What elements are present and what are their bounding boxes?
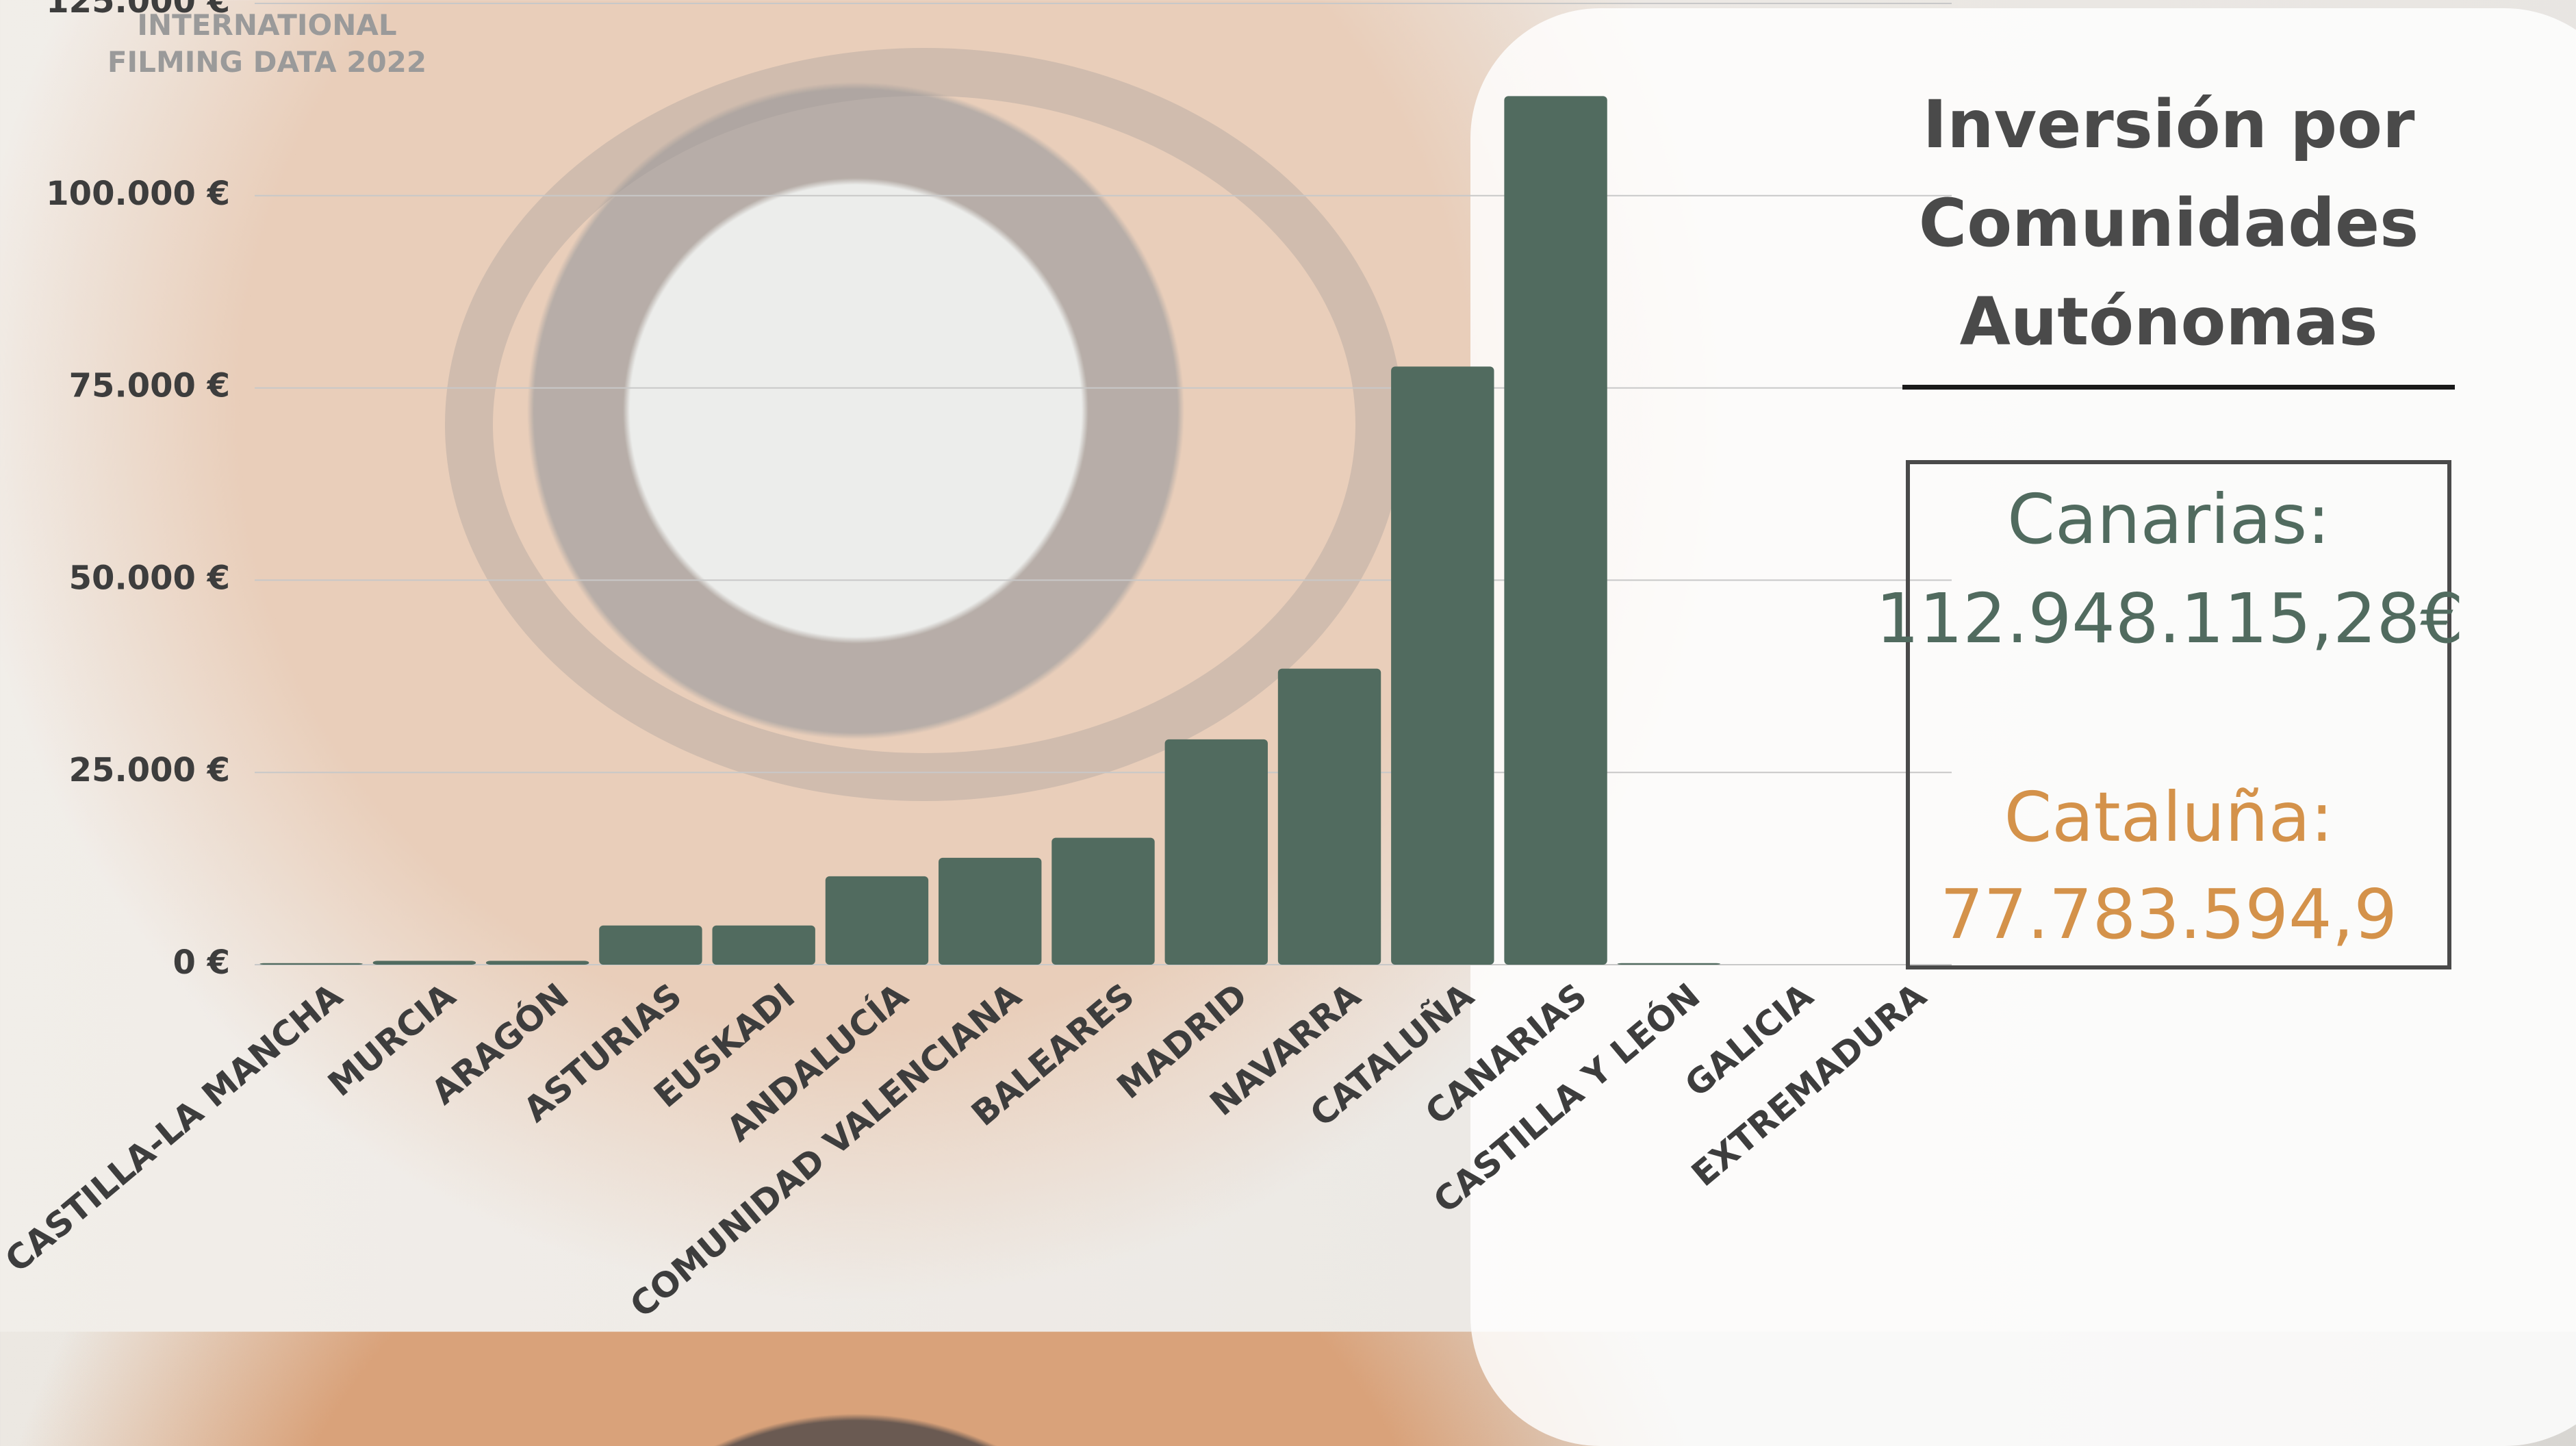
- bar: [712, 925, 815, 965]
- y-tick-label: 0 €: [173, 943, 230, 982]
- highlight-box: [1906, 460, 2451, 969]
- x-tick-label: CASTILLA-LA MANCHA: [0, 976, 350, 1280]
- highlight-value: 112.948.115,28€: [1876, 579, 2464, 659]
- y-tick-label: 125.000 €: [46, 0, 230, 21]
- highlight-name: Cataluña:: [2004, 777, 2334, 857]
- y-tick-label: 25.000 €: [69, 751, 230, 789]
- bar: [825, 876, 929, 965]
- header-line: FILMING DATA 2022: [107, 45, 427, 79]
- page: 0 € 25.000 € 50.000 € 75.000 € 100.000 € 125.…: [0, 0, 2576, 1332]
- bar: [1164, 739, 1268, 965]
- bar: [259, 963, 363, 965]
- highlight-name: Canarias:: [2007, 479, 2330, 559]
- bar: [599, 925, 702, 965]
- bar: [1051, 837, 1155, 965]
- y-tick-label: 50.000 €: [69, 559, 230, 597]
- y-tick-label: 75.000 €: [69, 367, 230, 405]
- side-panel: [1470, 8, 2576, 1446]
- bar: [1617, 963, 1721, 965]
- bar: [939, 857, 1042, 965]
- chart: 0 € 25.000 € 50.000 € 75.000 € 100.000 € 125.…: [0, 0, 1952, 1326]
- bar: [1504, 96, 1607, 965]
- y-tick-label: 100.000 €: [46, 175, 230, 213]
- bar: [1391, 366, 1494, 965]
- bar: [1277, 668, 1381, 965]
- x-tick-label: COMUNIDAD VALENCIANA: [623, 976, 1029, 1326]
- highlight-value: 77.783.594,9: [1940, 874, 2397, 954]
- title-rule: [1902, 385, 2455, 390]
- header-line: INTERNATIONAL: [137, 8, 397, 42]
- chart-title: Inversión por Comunidades Autónomas: [1918, 86, 2419, 360]
- bar: [372, 961, 476, 965]
- bar: [485, 961, 589, 965]
